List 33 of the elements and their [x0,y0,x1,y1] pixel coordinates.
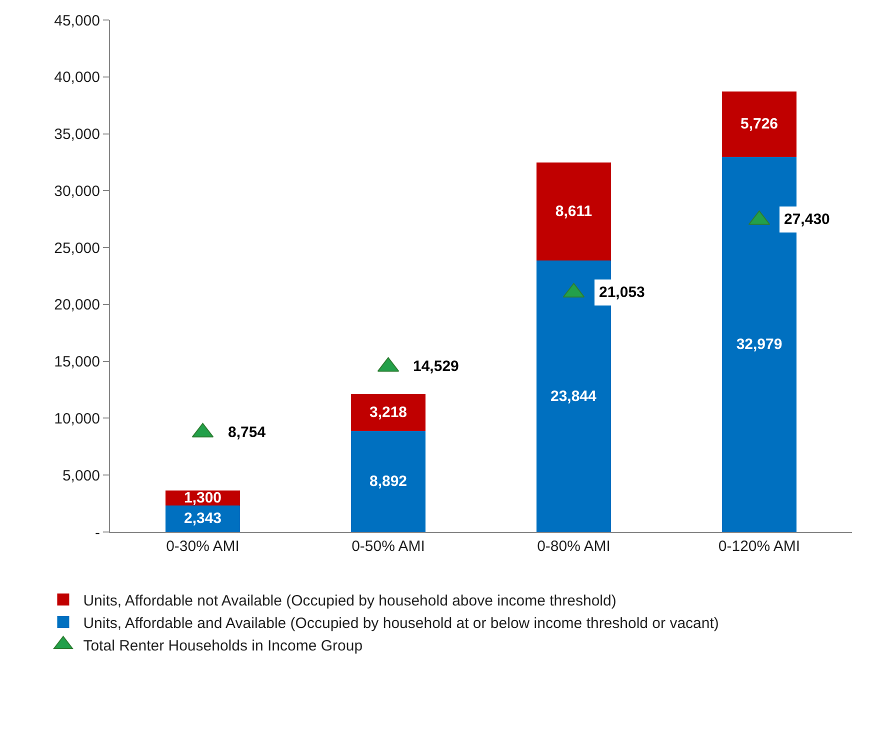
data-label: 5,726 [740,116,778,133]
data-label: 8,892 [369,472,408,490]
y-tick-label: 25,000 [54,240,100,257]
bar [722,92,796,157]
data-label: 23,844 [550,388,598,405]
data-label: 3,218 [369,404,408,422]
data-label: 8,611 [555,203,592,220]
data-label: 32,979 [736,336,782,353]
y-tick-label: 35,000 [54,126,100,144]
y-tick-label: 40,000 [54,69,100,86]
bar [351,394,426,431]
legend-label: Units, Affordable and Available (Occupied by household at or below income threshold or vacant) [83,614,719,632]
y-tick-label: - [95,524,100,542]
y-tick-label: 30,000 [54,182,100,200]
data-label: 2,343 [184,510,222,528]
data-label: 21,053 [599,284,645,301]
y-tick-label: 20,000 [54,296,100,314]
y-tick-label: 10,000 [54,410,100,428]
y-tick-label: 15,000 [54,354,100,371]
data-label: 8,754 [228,424,266,441]
bar [351,430,426,532]
x-tick-label: 0-30% AMI [166,538,240,555]
x-tick-label: 0-50% AMI [352,538,425,555]
y-tick-label: 5,000 [62,467,100,484]
y-tick-label: 45,000 [54,12,100,30]
legend-label: Units, Affordable not Available (Occupied by household above income threshold) [83,592,616,610]
legend-label: Total Renter Households in Income Group [83,637,363,654]
x-tick-label: 0-80% AMI [537,538,610,555]
data-label: 1,300 [184,489,222,506]
data-label: 14,529 [413,358,459,375]
bar [536,162,611,261]
data-label: 27,430 [784,211,830,228]
x-tick-label: 0-120% AMI [718,538,800,555]
